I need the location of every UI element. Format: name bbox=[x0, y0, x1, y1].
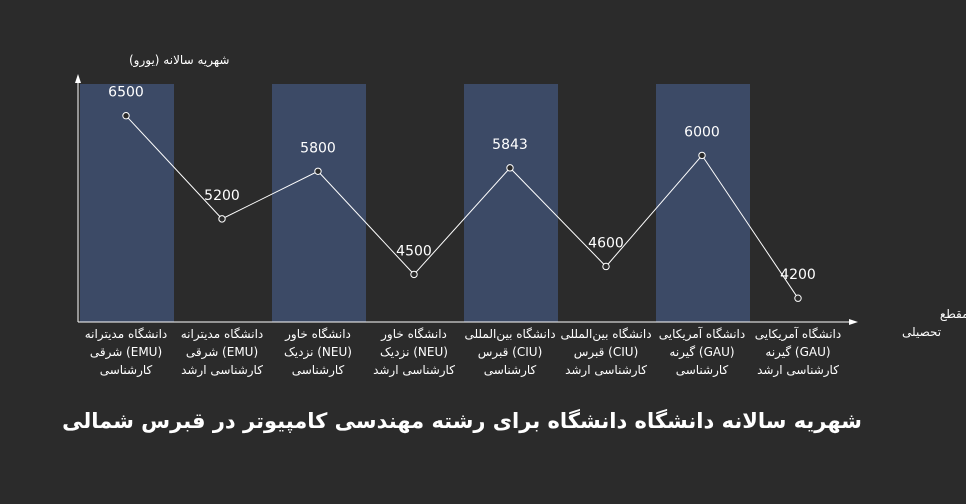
data-label: 4500 bbox=[396, 243, 432, 259]
data-labels: 6500 5200 5800 4500 5843 4600 6000 4200 bbox=[108, 85, 816, 283]
x-tick-label: دانشگاه آمریکایی (GAU) گیرنه کارشناسی bbox=[659, 326, 745, 378]
data-label: 5843 bbox=[492, 137, 528, 153]
x-tick-labels: دانشگاه مدیترانه (EMU) شرقی کارشناسی دانشگا… bbox=[85, 326, 842, 378]
y-axis-arrow bbox=[75, 74, 81, 83]
data-label: 5200 bbox=[204, 188, 240, 204]
data-point bbox=[410, 270, 418, 279]
data-label: 4600 bbox=[588, 235, 624, 251]
data-point bbox=[314, 167, 322, 175]
category-band bbox=[656, 84, 750, 322]
data-points bbox=[122, 112, 802, 302]
chart-title: شهریه سالانه دانشگاه دانشگاه برای رشته م… bbox=[62, 408, 862, 433]
data-point bbox=[506, 164, 514, 172]
data-label: 5800 bbox=[300, 140, 336, 156]
data-point bbox=[122, 112, 130, 120]
category-band bbox=[80, 84, 174, 322]
axes bbox=[75, 74, 858, 325]
x-tick-label: دانشگاه خاور (NEU) نزدیک کارشناسی bbox=[284, 327, 352, 378]
data-point bbox=[218, 215, 226, 223]
data-label: 4200 bbox=[780, 267, 816, 283]
data-point bbox=[698, 151, 706, 160]
category-bands bbox=[80, 84, 750, 322]
data-label: 6500 bbox=[108, 85, 144, 101]
data-point bbox=[602, 262, 610, 271]
data-label: 6000 bbox=[684, 124, 720, 140]
category-band bbox=[272, 84, 366, 322]
series-line bbox=[125, 115, 799, 299]
x-axis-title: دانشگاه و مقطع تحصیلی bbox=[902, 307, 966, 339]
category-band bbox=[464, 84, 558, 322]
x-tick-label: دانشگاه مدیترانه (EMU) شرقی کارشناسی ارشد bbox=[181, 327, 264, 378]
x-tick-label: دانشگاه خاور (NEU) نزدیک کارشناسی ارشد bbox=[373, 327, 455, 378]
x-tick-label: دانشگاه بین‌المللی (CIU) قبرس کارشناسی bbox=[464, 327, 555, 378]
x-axis-arrow bbox=[849, 319, 858, 325]
x-tick-label: دانشگاه مدیترانه (EMU) شرقی کارشناسی bbox=[85, 327, 168, 378]
x-tick-label: دانشگاه بین‌المللی (CIU) قبرس کارشناسی ارش… bbox=[560, 327, 651, 378]
x-tick-label: دانشگاه آمریکایی (GAU) گیرنه کارشناسی ارشد bbox=[755, 326, 841, 378]
x-axis-title-line-1: دانشگاه و مقطع bbox=[940, 307, 966, 322]
y-axis-title: شهریه سالانه (یورو) bbox=[129, 53, 229, 68]
x-axis-title-line-2: تحصیلی bbox=[902, 325, 941, 339]
data-point bbox=[794, 294, 802, 302]
